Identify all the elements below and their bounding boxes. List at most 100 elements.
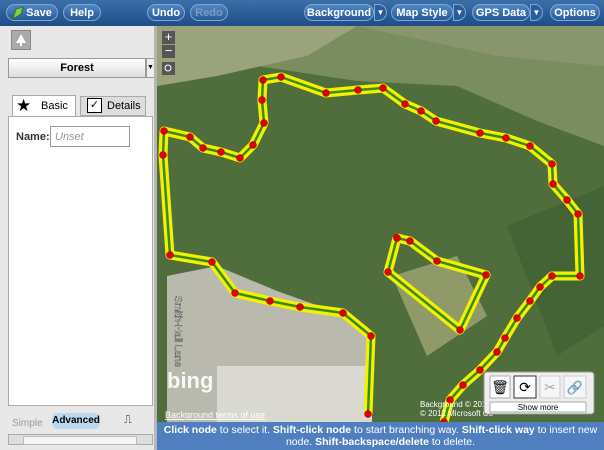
gps-data-button[interactable]: GPS Data (472, 4, 530, 21)
status-text: Shift-click way (461, 424, 535, 436)
node (277, 73, 285, 81)
help-button[interactable]: Help (63, 4, 101, 21)
save-icon (12, 6, 24, 21)
node (384, 268, 392, 276)
reverse-tool[interactable] (513, 375, 537, 399)
basic-tab[interactable]: Basic (12, 95, 76, 117)
status-text: to insert new node. (285, 424, 598, 448)
background-button[interactable]: Background (304, 4, 374, 21)
star-icon: ★ (16, 96, 32, 115)
svg-text:🔗: 🔗 (567, 379, 583, 396)
node (296, 303, 304, 311)
node (476, 366, 484, 374)
merge-tool[interactable] (563, 375, 587, 399)
advanced-mode[interactable]: Advanced (52, 413, 100, 429)
node (549, 180, 557, 188)
node (526, 297, 534, 305)
name-label: Name: (16, 131, 50, 143)
mode-icon: ⎍ (124, 414, 132, 426)
terms-link[interactable]: Background terms of use (165, 410, 265, 420)
details-checkbox: ✓ (87, 98, 102, 113)
node (260, 119, 268, 127)
node (393, 234, 401, 242)
simple-mode[interactable]: Simple (12, 418, 43, 429)
node (258, 96, 266, 104)
toolbar: Save Help Undo Redo Background ▼ Map Sty… (0, 0, 604, 26)
zoom-in[interactable] (162, 31, 175, 44)
node (513, 314, 521, 322)
tab-panel (8, 116, 153, 406)
node (417, 107, 425, 115)
node (476, 129, 484, 137)
status-text: to delete. (428, 436, 476, 448)
node (266, 297, 274, 305)
node (548, 272, 556, 280)
node (159, 151, 167, 159)
node (354, 86, 362, 94)
zoom-out[interactable] (162, 45, 175, 58)
node (432, 117, 440, 125)
node (199, 144, 207, 152)
node (406, 237, 414, 245)
node (231, 289, 239, 297)
svg-text:🗑: 🗑 (491, 379, 509, 395)
node (166, 251, 174, 259)
svg-text:✂: ✂ (544, 379, 556, 395)
node (574, 210, 582, 218)
node (548, 160, 556, 168)
gps-data-dropdown[interactable]: ▼ (530, 4, 543, 21)
node (379, 84, 387, 92)
background-dropdown[interactable]: ▼ (374, 4, 387, 21)
node (259, 76, 267, 84)
node (401, 100, 409, 108)
node (459, 381, 467, 389)
zoom-search[interactable] (162, 62, 175, 75)
node (526, 142, 534, 150)
map-style-dropdown[interactable]: ▼ (453, 4, 466, 21)
zoom-controls: + − (162, 29, 175, 75)
map: + − Smith-Hall Lane bing Background term… (157, 26, 604, 422)
node (367, 332, 375, 340)
map-style-button[interactable]: Map Style (391, 4, 453, 21)
node (186, 133, 194, 141)
preset-dropdown[interactable]: Forest (8, 58, 146, 78)
name-input[interactable]: Unset (50, 126, 130, 147)
node (249, 141, 257, 149)
node (364, 410, 372, 418)
node (217, 148, 225, 156)
node (501, 334, 509, 342)
node (440, 418, 448, 422)
status-text: to start branching way. (351, 424, 462, 436)
attribution: Background © 2012 (420, 400, 491, 409)
scrollbar[interactable] (8, 434, 153, 445)
node (236, 154, 244, 162)
status-text: to select it. (216, 424, 273, 436)
attribution: © 2012 Microsoft Co (420, 409, 494, 418)
delete-tool[interactable] (489, 375, 511, 399)
svg-text:+: + (165, 29, 173, 44)
node (433, 257, 441, 265)
node (208, 258, 216, 266)
divider (154, 26, 157, 450)
split-tool[interactable] (539, 375, 561, 399)
status-text: Shift-click node (272, 424, 352, 436)
node (339, 309, 347, 317)
status-text: Shift-backspace/delete (315, 436, 429, 448)
node (536, 283, 544, 291)
show-more-label: Show more (518, 403, 559, 412)
show-more-button[interactable] (489, 401, 587, 413)
bing-logo: bing (167, 368, 213, 393)
node (456, 326, 464, 334)
options-button[interactable]: Options (550, 4, 600, 21)
redo-button[interactable]: Redo (190, 4, 228, 21)
preset-icon[interactable] (11, 30, 31, 50)
node (502, 134, 510, 142)
undo-button[interactable]: Undo (147, 4, 185, 21)
node (576, 272, 584, 280)
node (493, 348, 501, 356)
svg-text:⟳: ⟳ (519, 379, 531, 395)
road-label: Smith-Hall Lane (172, 296, 183, 368)
node (563, 196, 571, 204)
